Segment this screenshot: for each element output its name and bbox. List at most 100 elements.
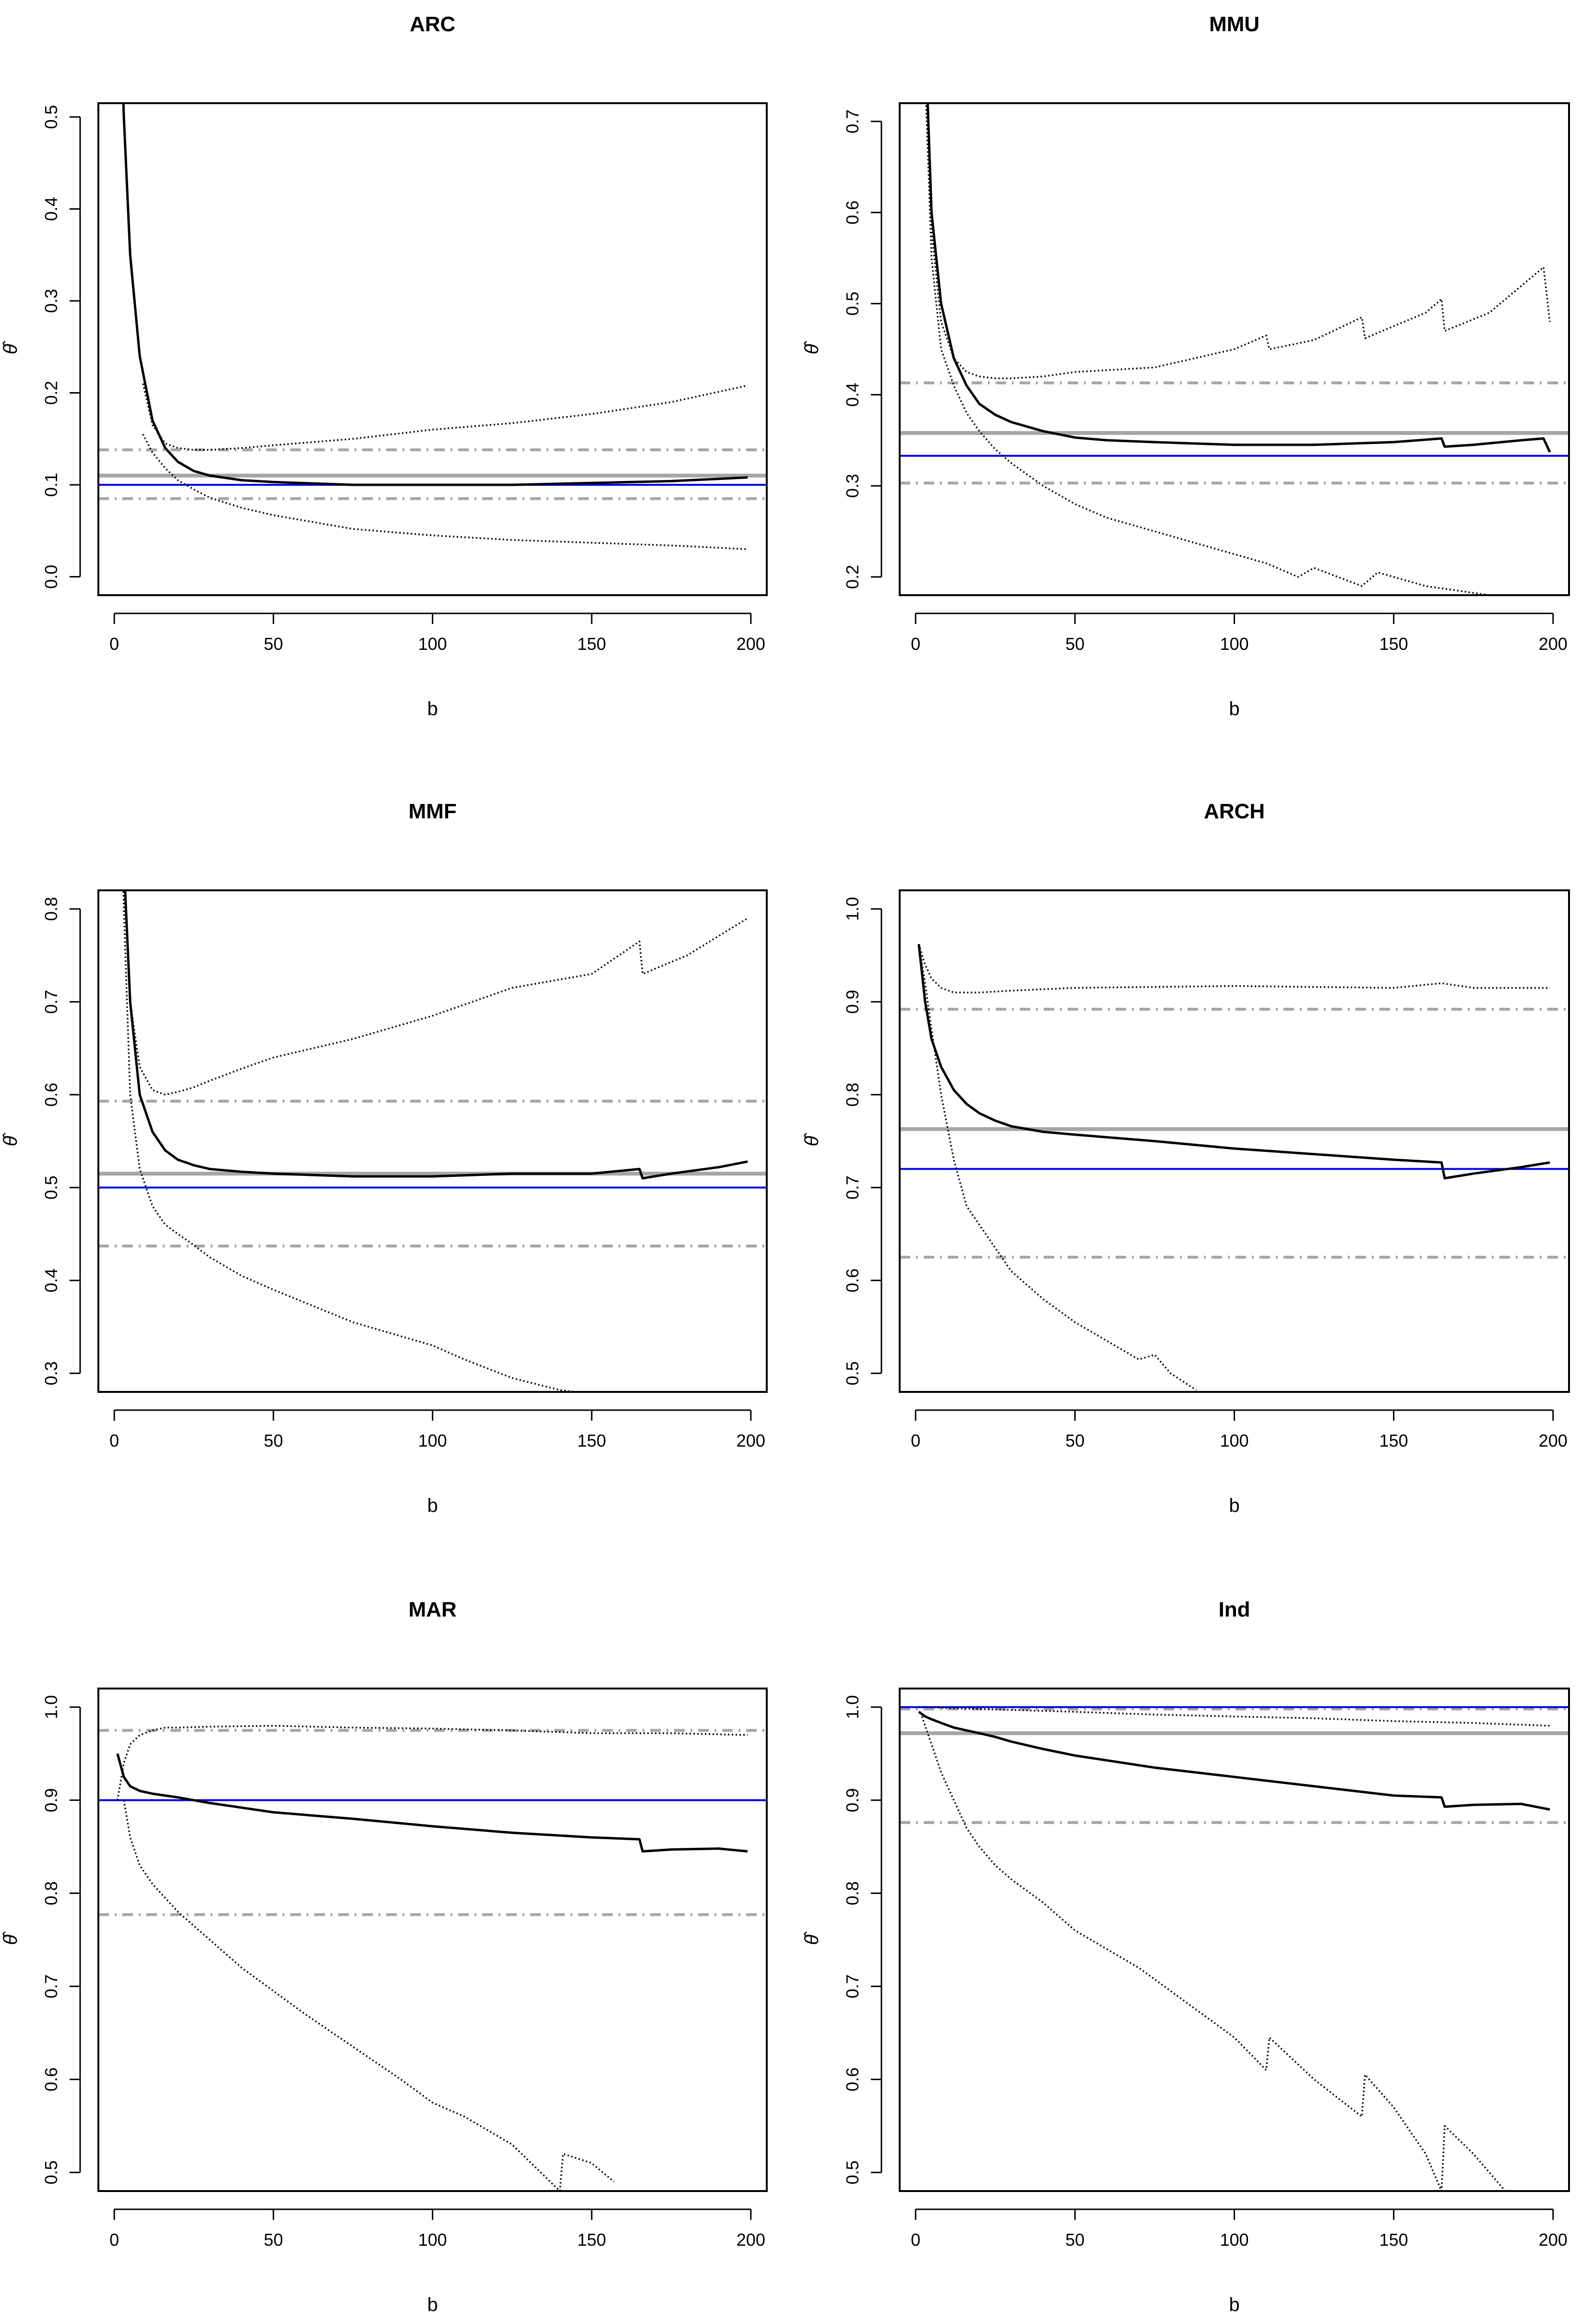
y-tick-label: 0.6 xyxy=(843,2067,862,2091)
panel-ind: Ind 0 50 100 150 200 b 0.5 0.6 0.7 0.8 0.9 1.0 θ̂ xyxy=(801,1598,1570,2315)
plot-area xyxy=(98,1725,767,2191)
y-tick-label: 0.7 xyxy=(843,109,862,133)
y-tick-label: 0.8 xyxy=(41,897,61,921)
y-tick-label: 0.8 xyxy=(843,1083,862,1107)
x-tick-label: 100 xyxy=(1220,2230,1248,2250)
x-tick-label: 50 xyxy=(1065,1431,1084,1450)
panel-arch: ARCH 0 50 100 150 200 b 0.5 0.6 0.7 0.8 0.9 1.0 θ̂ xyxy=(801,800,1570,1516)
y-axis-label: θ̂ xyxy=(0,341,21,355)
x-axis-label: b xyxy=(427,698,438,719)
x-tick-label: 0 xyxy=(911,1431,920,1450)
plot-frame xyxy=(97,1688,768,2192)
x-axis: 0 50 100 150 200 b xyxy=(109,612,765,719)
y-tick-label: 0.7 xyxy=(843,1175,862,1199)
x-axis-label: b xyxy=(1229,1495,1239,1516)
y-tick-label: 0.3 xyxy=(41,289,61,313)
x-tick-label: 150 xyxy=(577,2230,606,2250)
x-tick-label: 0 xyxy=(109,1431,119,1450)
y-axis: 0.5 0.6 0.7 0.8 0.9 1.0 θ̂ xyxy=(801,897,882,1385)
series-lower xyxy=(918,944,1197,1391)
panel-mar: MAR 0 50 100 150 200 b 0.5 0.6 0.7 0.8 0.9 1.0 θ̂ xyxy=(0,1598,768,2315)
x-tick-label: 200 xyxy=(737,1431,765,1450)
y-tick-label: 0.1 xyxy=(41,473,61,497)
y-tick-label: 1.0 xyxy=(843,1695,862,1719)
series-upper xyxy=(124,890,749,1096)
y-tick-label: 0.6 xyxy=(843,1269,862,1293)
series-lower xyxy=(123,1800,615,2191)
x-tick-label: 100 xyxy=(418,1431,447,1450)
series-estimate xyxy=(122,103,748,486)
y-axis: 0.0 0.1 0.2 0.3 0.4 0.5 θ̂ xyxy=(0,105,81,589)
x-axis-label: b xyxy=(427,2294,438,2315)
y-tick-label: 0.3 xyxy=(843,474,862,498)
plot-frame xyxy=(97,889,768,1393)
series-upper xyxy=(925,103,1551,379)
x-tick-label: 0 xyxy=(911,634,920,654)
y-axis-label: θ̂ xyxy=(0,1133,21,1147)
x-tick-label: 100 xyxy=(1220,1431,1248,1450)
series-lower xyxy=(142,433,748,550)
panel-title: MMU xyxy=(1209,12,1260,36)
plot-frame xyxy=(899,1688,1570,2192)
y-axis-label: θ̂ xyxy=(0,1931,21,1945)
series-upper xyxy=(918,1706,1550,1727)
panel-title: MAR xyxy=(408,1598,456,1621)
y-tick-label: 0.7 xyxy=(41,1974,61,1998)
x-axis: 0 50 100 150 200 b xyxy=(109,2208,765,2315)
x-tick-label: 150 xyxy=(1379,1431,1408,1450)
x-axis: 0 50 100 150 200 b xyxy=(109,1409,765,1516)
y-tick-label: 0.5 xyxy=(41,105,61,129)
y-tick-label: 0.0 xyxy=(41,565,61,589)
y-tick-label: 0.9 xyxy=(41,1788,61,1812)
y-axis-label: θ̂ xyxy=(801,1931,822,1945)
x-axis-label: b xyxy=(1229,698,1239,719)
plot-frame xyxy=(899,889,1570,1393)
series-upper xyxy=(918,944,1550,994)
x-tick-label: 150 xyxy=(577,634,606,654)
y-tick-label: 0.5 xyxy=(41,2160,61,2184)
y-axis: 0.5 0.6 0.7 0.8 0.9 1.0 θ̂ xyxy=(0,1695,81,2184)
series-lower xyxy=(925,103,1490,595)
panel-title: ARC xyxy=(410,12,455,36)
x-axis-label: b xyxy=(1229,2294,1239,2315)
x-tick-label: 200 xyxy=(1539,1431,1568,1450)
y-tick-label: 0.8 xyxy=(41,1881,61,1905)
panel-mmf: MMF 0 50 100 150 200 b 0.3 0.4 0.5 0.6 0.7 0.8 θ̂ xyxy=(0,800,768,1516)
series-estimate xyxy=(926,103,1551,453)
plot-area xyxy=(900,1706,1569,2191)
y-tick-label: 0.5 xyxy=(843,2160,862,2184)
series-estimate xyxy=(918,1711,1550,1811)
x-tick-label: 200 xyxy=(737,2230,765,2250)
y-tick-label: 0.7 xyxy=(41,990,61,1014)
x-tick-label: 100 xyxy=(418,2230,447,2250)
x-tick-label: 200 xyxy=(737,634,765,654)
plot-frame xyxy=(899,102,1570,596)
y-axis-label: θ̂ xyxy=(801,341,822,355)
y-tick-label: 0.6 xyxy=(843,201,862,225)
x-tick-label: 50 xyxy=(264,634,283,654)
x-tick-label: 50 xyxy=(264,1431,283,1450)
series-estimate xyxy=(124,890,748,1180)
plot-frame xyxy=(97,102,768,596)
panel-mmu: MMU 0 50 100 150 200 b 0.2 0.3 0.4 0.5 0.6 0.7 θ̂ xyxy=(801,12,1570,719)
y-axis: 0.2 0.3 0.4 0.5 0.6 0.7 θ̂ xyxy=(801,109,882,589)
y-tick-label: 0.5 xyxy=(843,1361,862,1385)
x-tick-label: 150 xyxy=(577,1431,606,1450)
panel-title: Ind xyxy=(1219,1598,1250,1621)
y-tick-label: 0.3 xyxy=(41,1361,61,1385)
y-tick-label: 0.9 xyxy=(843,1788,862,1812)
y-tick-label: 0.6 xyxy=(41,1083,61,1107)
series-upper xyxy=(117,1725,748,1800)
plot-area xyxy=(98,890,767,1392)
panel-arc: ARC 0 50 100 150 200 b 0.0 0.1 0.2 0.3 0.4 0.5 θ̂ xyxy=(0,12,768,719)
x-tick-label: 200 xyxy=(1539,634,1568,654)
y-tick-label: 1.0 xyxy=(843,897,862,921)
y-tick-label: 0.5 xyxy=(843,292,862,316)
y-axis-label: θ̂ xyxy=(801,1133,822,1147)
x-tick-label: 100 xyxy=(1220,634,1248,654)
y-tick-label: 0.9 xyxy=(843,990,862,1014)
x-axis: 0 50 100 150 200 b xyxy=(911,1409,1568,1516)
y-tick-label: 0.6 xyxy=(41,2067,61,2091)
series-upper xyxy=(142,383,748,451)
